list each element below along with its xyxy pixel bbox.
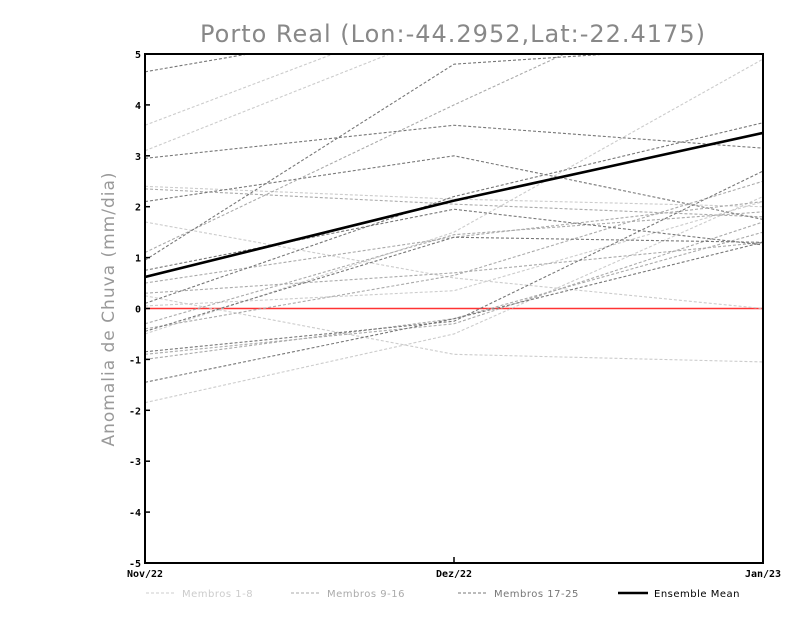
series-line-m13 — [145, 211, 763, 325]
y-tick-label: 4 — [135, 101, 141, 112]
series-line-m03 — [145, 185, 763, 208]
series-line-m20 — [145, 54, 617, 261]
series-layer — [145, 54, 763, 404]
x-tick-label: Nov/22 — [127, 569, 163, 580]
series-line-m12 — [145, 241, 763, 294]
legend-label: Membros 9-16 — [327, 589, 405, 600]
series-line-m09 — [145, 188, 763, 218]
y-axis-label: Anomalia de Chuva (mm/dia) — [99, 171, 119, 446]
y-tick-label: -2 — [129, 406, 141, 417]
series-line-m18 — [145, 124, 763, 159]
series-line-m07 — [145, 295, 763, 363]
series-line-m23 — [145, 236, 763, 332]
series-line-m21 — [145, 208, 763, 271]
series-line-m10 — [145, 54, 566, 254]
ensemble-mean-line — [145, 131, 763, 279]
series-line-m19 — [145, 155, 763, 220]
series-line-m08 — [145, 196, 763, 404]
axis-layer: -5 -4 -3 -2 -1 0 1 2 3 4 5 Nov/22 Dez/22 Jan/23 — [127, 50, 781, 580]
y-tick-label: -3 — [129, 457, 141, 468]
ensemble-mean-layer — [145, 131, 763, 279]
chart-title: Porto Real (Lon:-44.2952,Lat:-22.4175) — [200, 20, 706, 48]
series-line-m11 — [145, 201, 763, 284]
series-line-m22 — [145, 122, 763, 304]
x-tick-label: Dez/22 — [436, 569, 472, 580]
series-line-m24 — [145, 170, 763, 353]
series-line-m25 — [145, 241, 763, 383]
y-tick-label: -4 — [129, 508, 141, 519]
series-line-m06 — [145, 58, 763, 335]
legend-label: Membros 1-8 — [182, 589, 253, 600]
y-tick-label: 5 — [135, 50, 141, 61]
y-tick-label: 2 — [135, 203, 141, 214]
x-tick-label: Jan/23 — [745, 569, 781, 580]
y-tick-label: -1 — [129, 355, 141, 366]
series-line-m02 — [145, 54, 392, 152]
legend: Membros 1-8 Membros 9-16 Membros 17-25 Ense… — [146, 589, 740, 600]
y-tick-label: 3 — [135, 152, 141, 163]
series-line-m14 — [145, 221, 763, 355]
y-tick-label: 0 — [135, 305, 141, 316]
y-tick-label: 1 — [135, 254, 141, 265]
y-tick-label: -5 — [129, 559, 141, 570]
legend-label: Membros 17-25 — [494, 589, 579, 600]
series-line-m04 — [145, 221, 763, 310]
legend-label: Ensemble Mean — [654, 589, 740, 600]
series-line-m01 — [145, 54, 335, 126]
